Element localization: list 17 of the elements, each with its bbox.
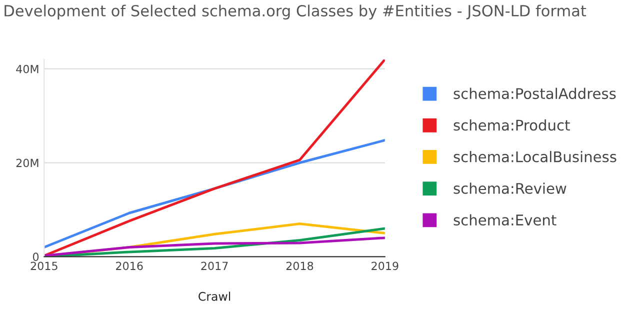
y-tick-label: 0	[32, 252, 39, 262]
x-axis-title: Crawl	[198, 292, 230, 301]
legend-label: schema:PostalAddress	[454, 88, 616, 100]
line-series	[44, 59, 385, 257]
legend-label: schema:Product	[454, 119, 570, 131]
x-tick-label: 2019	[372, 262, 398, 270]
legend-label: schema:Event	[454, 214, 556, 226]
legend-label: schema:LocalBusiness	[454, 151, 616, 162]
chart-title: Development of Selected schema.org Classes by #Entities - JSON-LD format	[4, 4, 586, 20]
line-series	[44, 236, 385, 257]
x-tick-label: 2016	[116, 262, 143, 270]
legend-label: schema:Review	[454, 182, 566, 194]
x-tick-label: 2017	[201, 262, 228, 270]
x-tick-label: 2018	[286, 262, 314, 270]
y-tick-label: 20M	[16, 158, 38, 168]
x-tick-label: 2015	[30, 262, 58, 270]
y-tick-label: 40M	[16, 64, 38, 74]
